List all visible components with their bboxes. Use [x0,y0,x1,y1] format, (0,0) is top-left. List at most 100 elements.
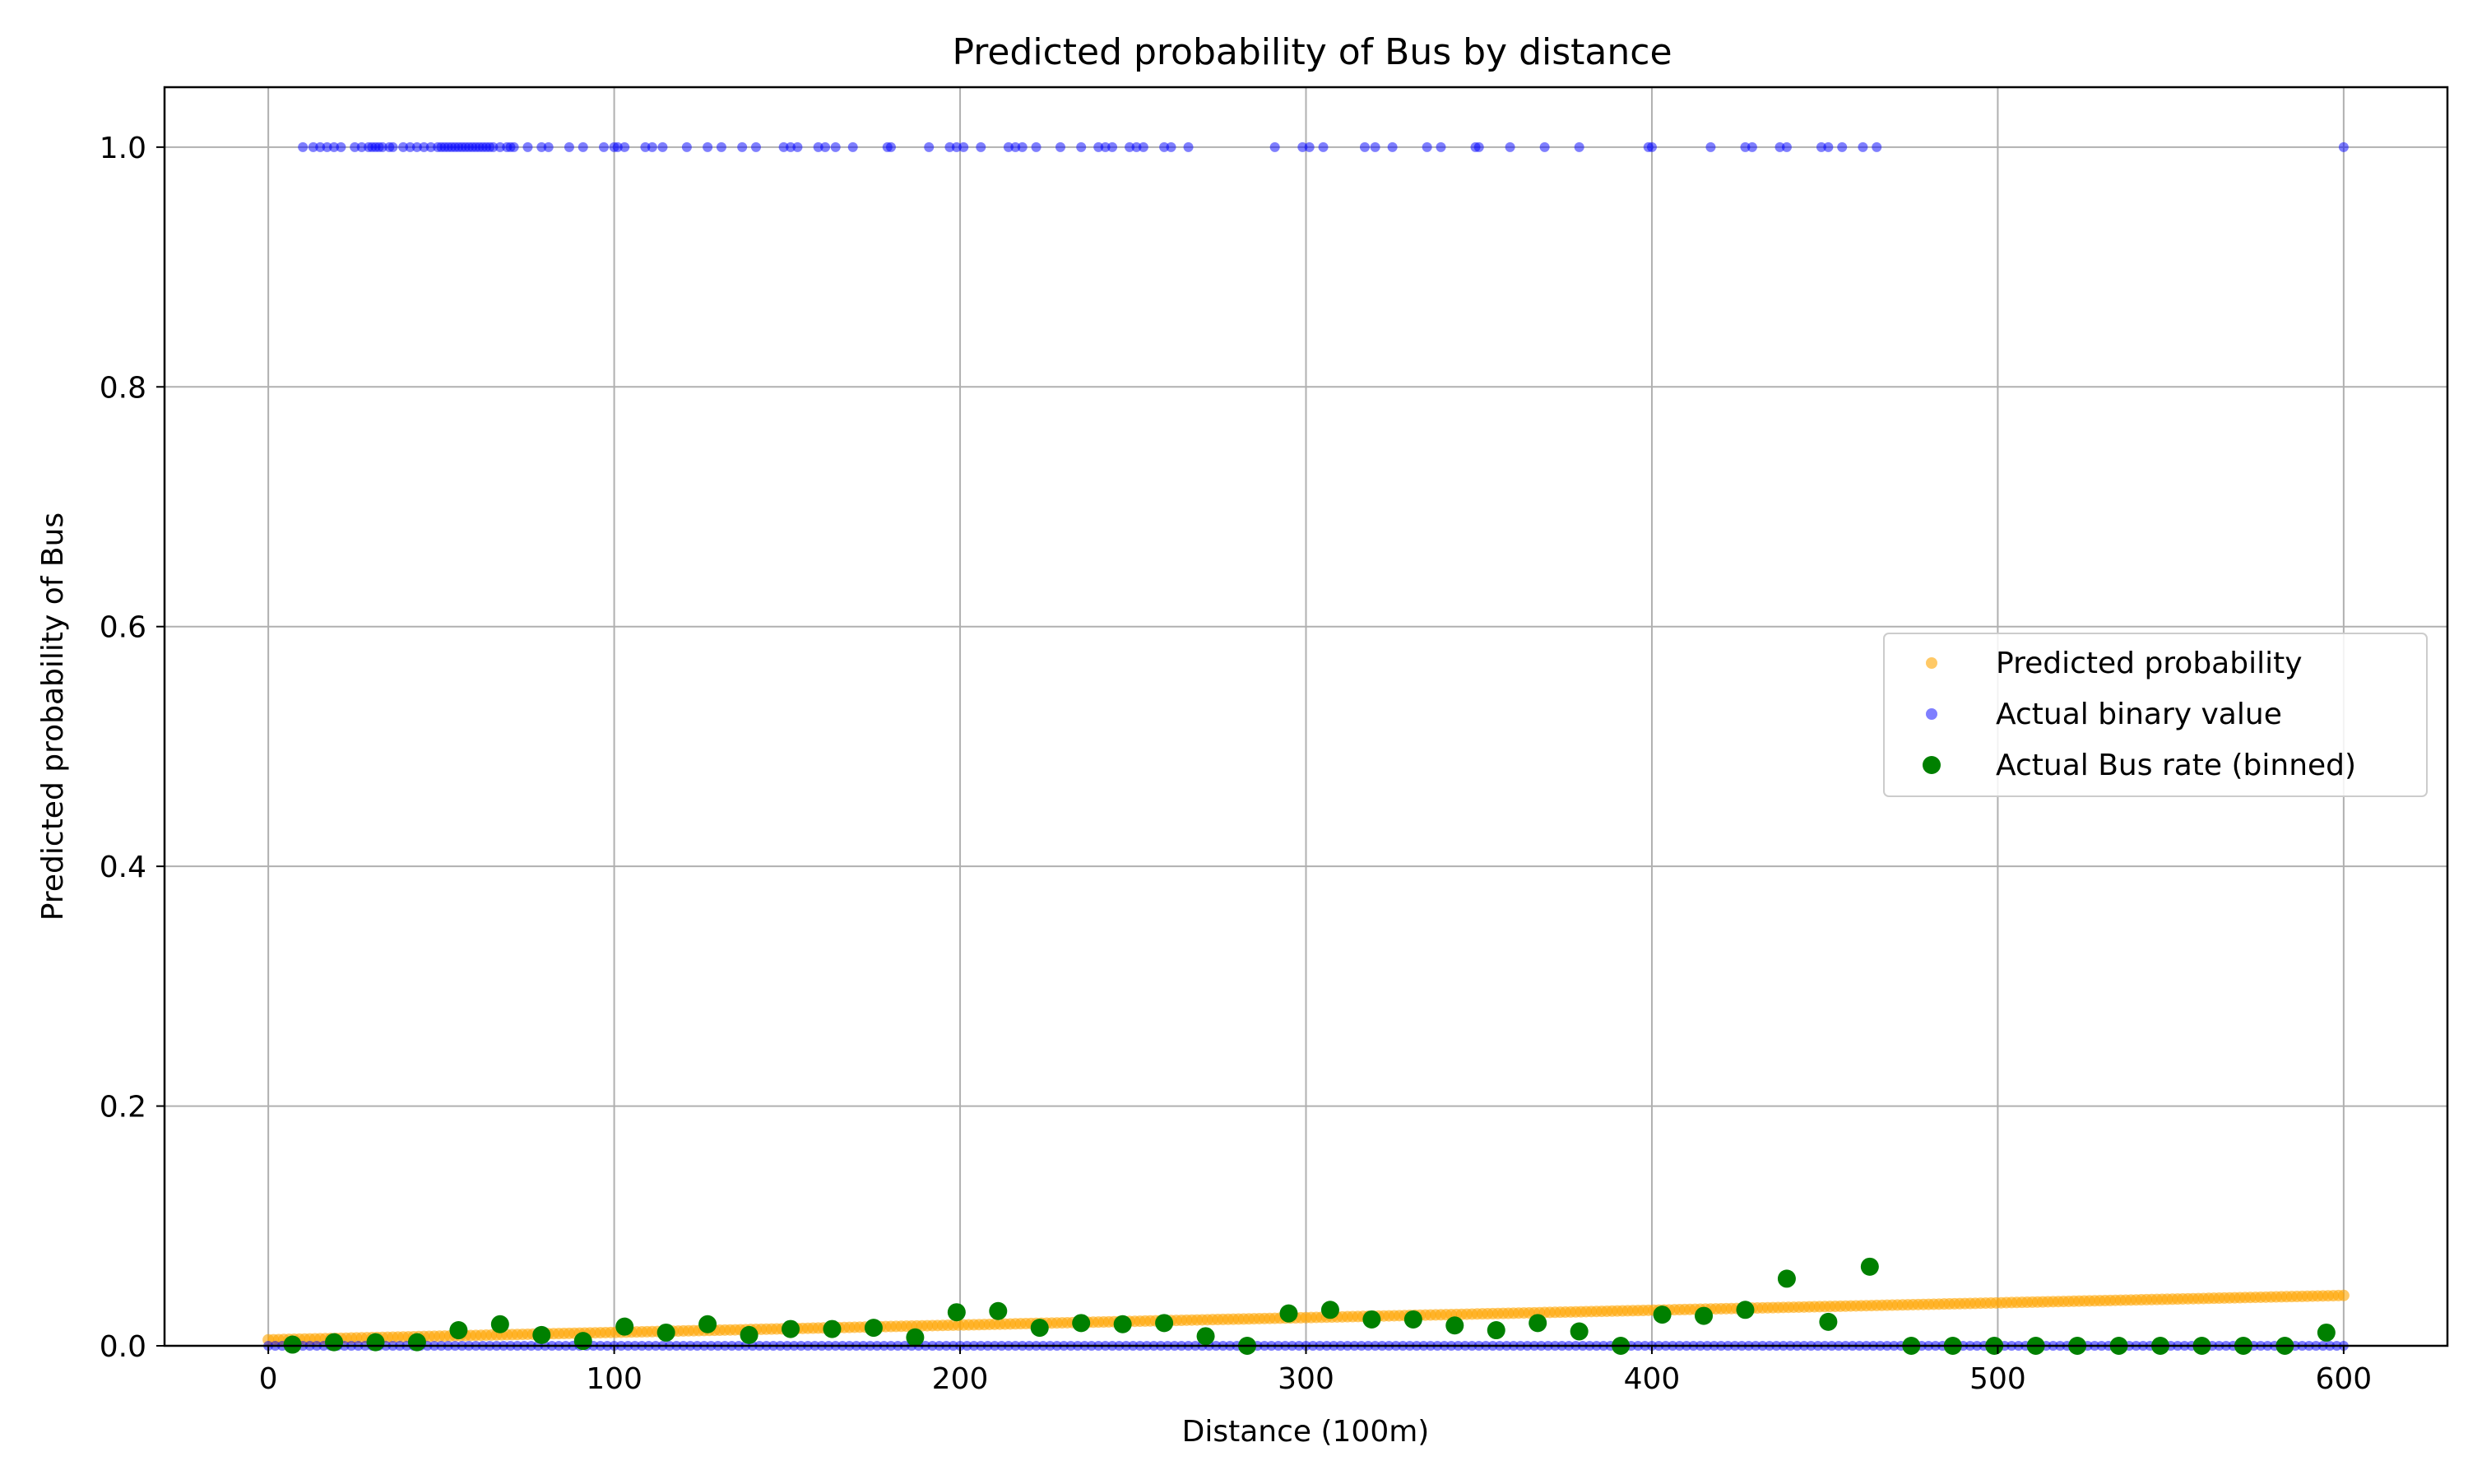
actual-point-one [598,141,609,152]
actual-point-one [1858,141,1868,152]
legend-marker-actual [1926,708,1937,720]
binned-rate-point [989,1301,1008,1320]
actual-point-one [329,141,340,152]
actual-point-one [522,141,533,152]
actual-point-one [1297,141,1308,152]
actual-point-one [1318,141,1329,152]
actual-point-one [1031,141,1041,152]
actual-point-one [1740,141,1751,152]
actual-point-one [1131,141,1142,152]
actual-point-one [647,141,657,152]
actual-point-one [924,141,935,152]
actual-point-one [1781,141,1792,152]
x-tick-label: 100 [586,1362,643,1396]
actual-point-one [1422,141,1432,152]
binned-rate-point [366,1333,385,1352]
actual-point-one [1055,141,1065,152]
actual-point-one [1473,141,1484,152]
actual-point-one [830,141,841,152]
legend: Predicted probability Actual binary valu… [1883,633,2428,797]
legend-marker-predicted [1926,657,1937,669]
actual-point-one [716,141,726,152]
x-tick-label: 500 [1969,1362,2026,1396]
actual-point-one [958,141,969,152]
actual-point-one [703,141,713,152]
actual-point-one [1100,141,1111,152]
binned-rate-point [1570,1322,1589,1341]
actual-point-one [1436,141,1446,152]
actual-point-one [750,141,761,152]
actual-point-one [657,141,668,152]
legend-marker-binned [1923,756,1941,774]
actual-point-one [322,141,332,152]
binned-rate-point [1403,1310,1422,1329]
actual-point-one [405,141,415,152]
binned-rate-point [573,1332,592,1351]
binned-rate-point [947,1303,966,1322]
actual-point-one [847,141,858,152]
actual-point-one [315,141,326,152]
actual-point-one [387,141,398,152]
actual-point-one [1774,141,1785,152]
legend-label-predicted: Predicted probability [1996,647,2303,680]
binned-rate-point [1736,1301,1755,1319]
x-tick-label: 600 [2316,1362,2373,1396]
binned-rate-point [1860,1257,1879,1276]
binned-rate-point [1695,1306,1714,1325]
actual-point-one [1705,141,1716,152]
binned-rate-point [1445,1316,1464,1335]
actual-point-one [1017,141,1028,152]
binned-rate-point [1487,1321,1505,1340]
actual-point-one [976,141,986,152]
actual-point-one [640,141,651,152]
actual-point-one [619,141,630,152]
actual-point-one [1646,141,1657,152]
actual-point-one [786,141,796,152]
y-tick-label: 1.0 [100,132,146,165]
actual-point-one [778,141,789,152]
actual-point-one [681,141,692,152]
actual-point-one [1387,141,1398,152]
actual-point-one [1159,141,1170,152]
axis-ticks: 0 100 200 300 400 500 600 0.0 0.2 0.4 0.6 0.8 1.0 [100,132,2372,1396]
actual-point-one [1505,141,1515,152]
y-tick-label: 0.0 [100,1330,146,1364]
legend-label-actual: Actual binary value [1996,698,2282,731]
binned-rate-point [2317,1323,2336,1342]
actual-point-one [1823,141,1834,152]
actual-point-one [1003,141,1014,152]
actual-point-one [377,141,387,152]
binned-rate-point [1279,1304,1298,1323]
binned-rate-point [325,1333,344,1352]
actual-point-one [543,141,554,152]
binned-rate-point [906,1328,925,1347]
actual-point-one [398,141,409,152]
actual-point-one [425,141,436,152]
actual-point-one [944,141,955,152]
actual-point-one [885,141,896,152]
actual-point-one [737,141,748,152]
binned-rate-point [1155,1314,1174,1333]
binned-rate-point [449,1321,468,1340]
actual-point-one [2338,141,2349,152]
predicted-point [2337,1289,2350,1301]
x-tick-label: 0 [259,1362,278,1396]
binned-rate-point [1196,1327,1215,1346]
actual-point-one [350,141,360,152]
actual-point-one [298,141,308,152]
actual-point-one [536,141,547,152]
binned-rate-point [823,1319,842,1338]
binned-rate-point [1362,1310,1381,1329]
y-tick-label: 0.8 [100,371,146,405]
actual-point-one [951,141,962,152]
binned-rate-point [1529,1314,1547,1333]
legend-label-binned: Actual Bus rate (binned) [1996,749,2356,782]
actual-point-one [1076,141,1087,152]
actual-point-one [1166,141,1176,152]
actual-point-one [419,141,429,152]
actual-point-one [1370,141,1380,152]
actual-point-one [411,141,422,152]
binned-rate-point [782,1319,800,1338]
binned-rate-point [1819,1312,1838,1331]
